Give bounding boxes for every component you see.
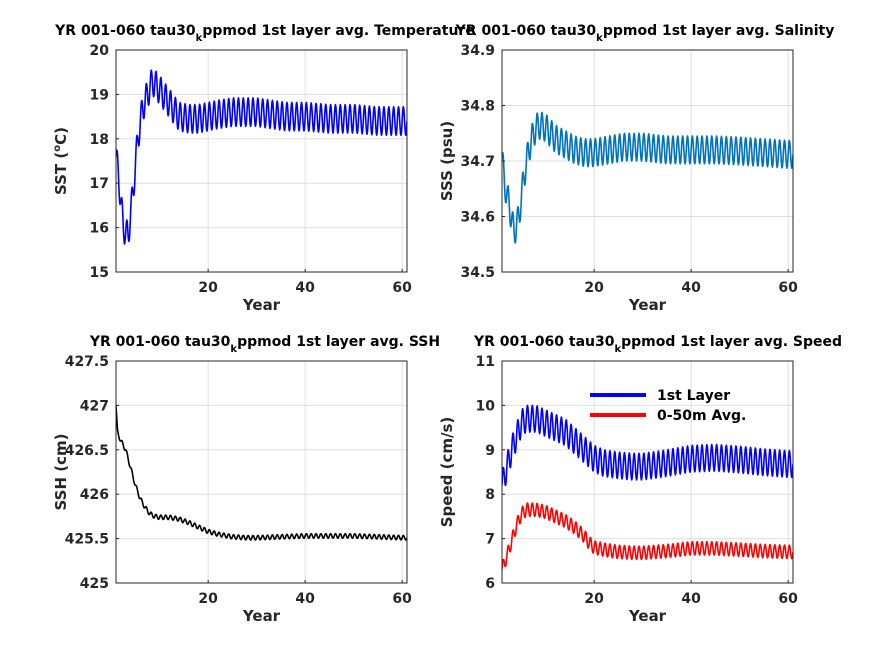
x-tick-label: 40 [295,591,315,607]
y-tick-label: 34.8 [460,99,495,115]
y-tick-label: 8 [485,487,495,503]
x-tick-label: 60 [392,280,412,296]
y-tick-label: 34.7 [460,154,495,170]
series-line-2 [502,502,793,570]
chart-title: YR 001-060 tau30kppmod 1st layer avg. Sa… [455,23,835,44]
x-tick-label: 20 [198,280,218,296]
y-tick-label: 9 [485,443,495,459]
chart-title: YR 001-060 tau30kppmod 1st layer avg. Te… [54,23,475,44]
y-tick-label: 19 [90,87,109,103]
series-line-1 [116,69,407,245]
y-tick-label: 426 [80,487,109,503]
x-tick-label: 40 [681,280,701,296]
chart-panel-3: 20 40 60 425 425.5 426 426.5 427 427.5 Year SSH (c… [52,334,440,625]
x-tick-label: 60 [778,280,798,296]
y-axis-label: SSH (cm) [52,434,70,511]
y-tick-label: 17 [90,176,109,192]
x-tick-label: 20 [584,280,604,296]
legend: 1st Layer 0-50m Avg. [590,388,746,424]
y-tick-label: 18 [90,132,109,148]
y-tick-label: 34.5 [460,265,495,281]
y-tick-label: 11 [476,354,495,370]
y-tick-label: 425 [80,576,109,592]
legend-label: 0-50m Avg. [657,408,746,424]
x-tick-label: 20 [584,591,604,607]
chart-title: YR 001-060 tau30kppmod 1st layer avg. Sp… [473,334,842,355]
chart-panel-1: 20 40 60 15 16 17 18 19 20 Year SST (oC) YR 001-060… [52,23,475,314]
y-axis-label: Speed (cm/s) [438,417,456,528]
x-tick-label: 60 [778,591,798,607]
y-tick-label: 15 [90,265,109,281]
plot-area [116,361,407,583]
y-tick-label: 20 [90,43,110,59]
x-axis-label: Year [242,607,281,625]
y-tick-label: 6 [485,576,495,592]
x-axis-label: Year [242,296,281,314]
y-axis-label: SSS (psu) [438,121,456,201]
x-tick-label: 40 [295,280,315,296]
y-axis-label: SST (oC) [52,127,70,195]
y-tick-label: 425.5 [65,532,109,548]
y-tick-label: 16 [90,221,109,237]
axes-box [115,360,408,584]
chart-panel-2: 20 40 60 34.5 34.6 34.7 34.8 34.9 Year SSS (psu) Y… [438,23,834,314]
y-tick-label: 427 [80,398,109,414]
y-tick-label: 34.6 [460,210,495,226]
y-tick-label: 7 [485,532,495,548]
series-line-1 [502,111,793,244]
x-tick-label: 60 [392,591,412,607]
y-tick-label: 426.5 [65,443,109,459]
axes-box [501,360,794,584]
chart-title: YR 001-060 tau30kppmod 1st layer avg. SS… [89,334,440,355]
legend-label: 1st Layer [657,388,730,404]
series-line-1 [502,404,793,487]
x-axis-label: Year [628,296,667,314]
chart-panel-4: 20 40 60 6 7 8 9 10 11 Year Speed (cm/s) YR 001-060… [438,334,842,625]
y-tick-label: 427.5 [65,354,109,370]
x-axis-label: Year [628,607,667,625]
y-tick-label: 10 [476,398,496,414]
y-tick-label: 34.9 [460,43,495,59]
axes-box [115,49,408,273]
series-line-1 [116,405,407,541]
x-tick-label: 40 [681,591,701,607]
x-tick-label: 20 [198,591,218,607]
